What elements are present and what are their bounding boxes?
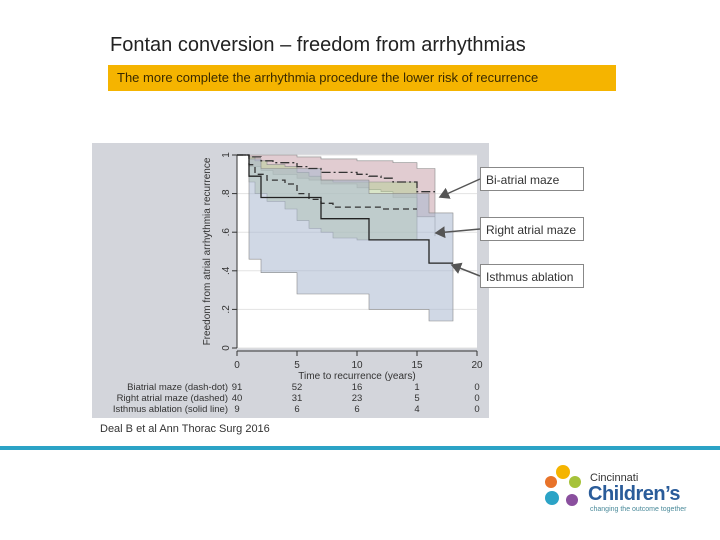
risk-cell: 6	[354, 404, 359, 415]
cincinnati-childrens-logo: Cincinnati Children’s changing the outco…	[538, 460, 698, 520]
slide-title: Fontan conversion – freedom from arrhyth…	[110, 34, 526, 56]
risk-cell: 23	[352, 393, 363, 404]
risk-row-label-1: Right atrial maze (dashed)	[117, 393, 228, 404]
callout-isthmus-ablation: Isthmus ablation	[480, 264, 584, 288]
risk-cell: 40	[232, 393, 243, 404]
risk-cell: 5	[414, 393, 419, 404]
slide-subtitle: The more complete the arrhythmia procedu…	[108, 65, 616, 91]
arrow-right-atrial	[434, 226, 481, 239]
footer-divider	[0, 446, 720, 450]
km-figure: 0 .2 .4 .6 .8 1 Freedom from atrial arrhythmia…	[92, 143, 489, 418]
km-chart: 0 .2 .4 .6 .8 1 Freedom from atrial arrhythmia…	[113, 152, 483, 415]
risk-cell: 52	[292, 382, 303, 393]
risk-cell: 0	[474, 404, 479, 415]
arrow-isthmus	[450, 262, 481, 277]
x-tick-label-1: 5	[294, 360, 300, 371]
x-tick-label-3: 15	[411, 360, 423, 371]
x-tick-label-2: 10	[351, 360, 363, 371]
risk-row-label-2: Isthmus ablation (solid line)	[113, 404, 228, 415]
y-axis-title: Freedom from atrial arrhythmia recurrenc…	[202, 157, 213, 345]
risk-cell: 1	[414, 382, 419, 393]
y-tick-label-0: 0	[221, 345, 232, 351]
y-tick-label-4: .8	[221, 189, 232, 198]
km-line-2	[237, 154, 453, 264]
risk-cell: 0	[474, 382, 479, 393]
y-tick-label-1: .2	[221, 305, 232, 314]
y-tick-label-5: 1	[221, 152, 232, 158]
risk-cell: 91	[232, 382, 243, 393]
callout-right-atrial-maze: Right atrial maze	[480, 217, 584, 241]
risk-cell: 6	[294, 404, 299, 415]
citation: Deal B et al Ann Thorac Surg 2016	[100, 423, 270, 435]
risk-row-label-0: Biatrial maze (dash-dot)	[127, 382, 228, 393]
risk-cell: 0	[474, 393, 479, 404]
logo-mark-icon	[545, 465, 581, 506]
risk-cell: 9	[234, 404, 239, 415]
risk-cell: 31	[292, 393, 303, 404]
x-tick-label-0: 0	[234, 360, 240, 371]
km-line-1	[237, 154, 417, 210]
risk-cell: 4	[414, 404, 419, 415]
logo-word-childrens: Children’s	[588, 483, 681, 505]
logo-word-cincinnati: Cincinnati	[590, 472, 639, 484]
arrow-biatrial	[438, 178, 481, 199]
km-line-0	[237, 154, 435, 193]
y-tick-label-2: .4	[221, 266, 232, 275]
callout-biatrial-maze: Bi-atrial maze	[480, 167, 584, 191]
logo-tagline: changing the outcome together	[590, 506, 687, 513]
y-tick-label-3: .6	[221, 228, 232, 237]
x-tick-label-4: 20	[471, 360, 483, 371]
x-axis-title: Time to recurrence (years)	[298, 371, 415, 382]
risk-cell: 16	[352, 382, 363, 393]
